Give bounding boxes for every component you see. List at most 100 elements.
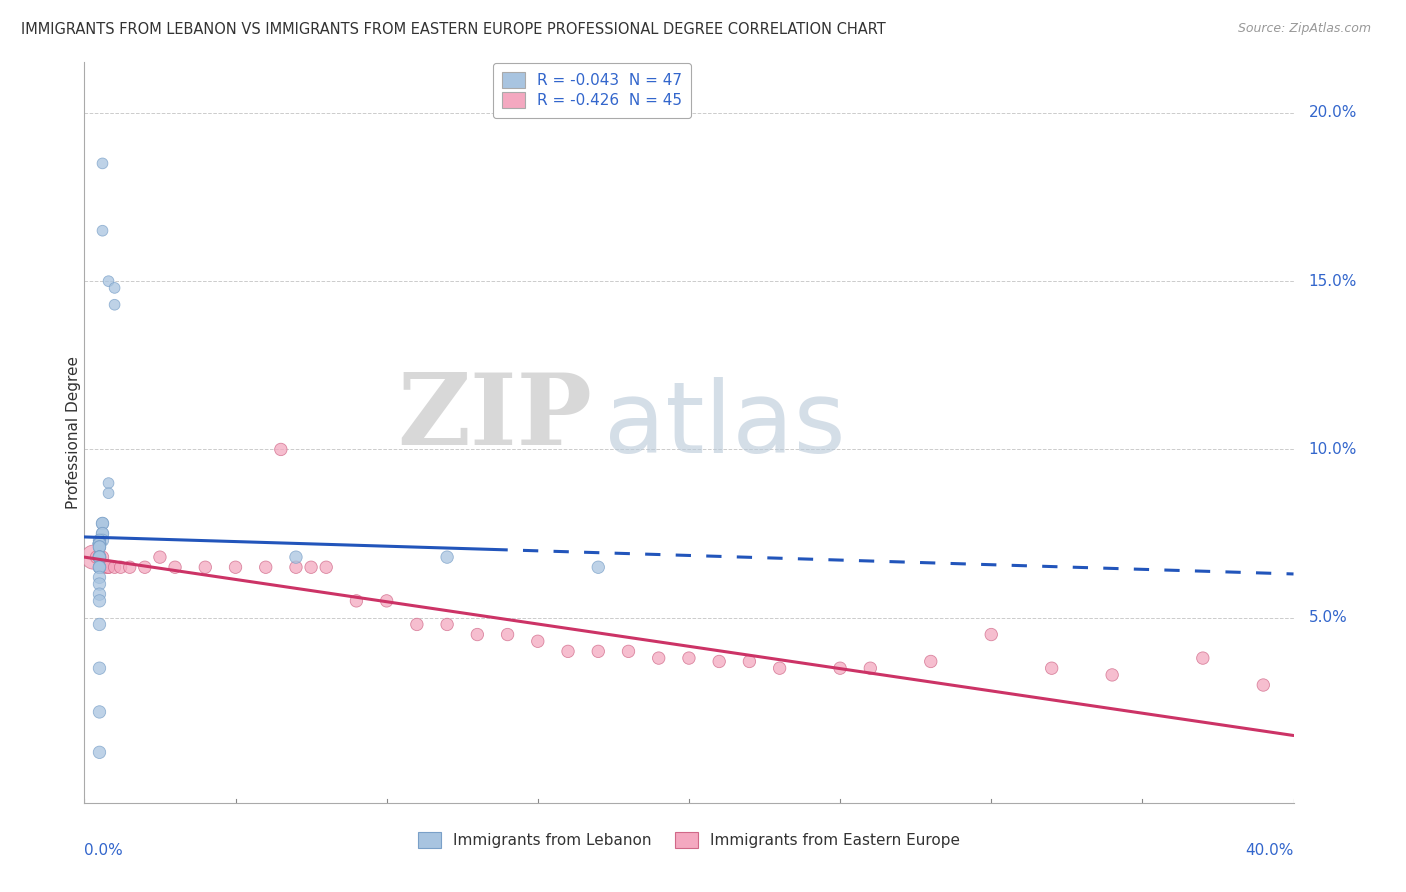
Point — [299, 560, 322, 574]
Text: 5.0%: 5.0% — [1309, 610, 1347, 625]
Point — [89, 536, 111, 550]
Point — [89, 560, 111, 574]
Point — [557, 644, 579, 658]
Point — [97, 560, 120, 574]
Point — [89, 536, 111, 550]
Point — [1101, 668, 1123, 682]
Point — [89, 705, 111, 719]
Point — [89, 550, 111, 565]
Y-axis label: Professional Degree: Professional Degree — [66, 356, 80, 509]
Point — [104, 281, 127, 295]
Text: atlas: atlas — [605, 376, 846, 474]
Text: 10.0%: 10.0% — [1309, 442, 1357, 457]
Point — [254, 560, 277, 574]
Point — [134, 560, 156, 574]
Point — [91, 516, 114, 531]
Point — [1192, 651, 1215, 665]
Point — [1253, 678, 1275, 692]
Point — [375, 594, 398, 608]
Text: IMMIGRANTS FROM LEBANON VS IMMIGRANTS FROM EASTERN EUROPE PROFESSIONAL DEGREE CO: IMMIGRANTS FROM LEBANON VS IMMIGRANTS FR… — [21, 22, 886, 37]
Point — [89, 550, 111, 565]
Point — [165, 560, 187, 574]
Point — [89, 540, 111, 554]
Point — [89, 550, 111, 565]
Point — [91, 533, 114, 548]
Point — [406, 617, 429, 632]
Point — [91, 550, 114, 565]
Point — [89, 540, 111, 554]
Point — [527, 634, 550, 648]
Point — [110, 560, 132, 574]
Point — [436, 550, 458, 565]
Point — [89, 560, 111, 574]
Point — [97, 560, 120, 574]
Text: ZIP: ZIP — [398, 369, 592, 467]
Point — [104, 298, 127, 312]
Point — [496, 627, 519, 641]
Point — [830, 661, 852, 675]
Point — [89, 540, 111, 554]
Point — [97, 274, 120, 288]
Point — [89, 594, 111, 608]
Point — [118, 560, 141, 574]
Point — [89, 536, 111, 550]
Text: 20.0%: 20.0% — [1309, 105, 1357, 120]
Point — [89, 536, 111, 550]
Point — [97, 476, 120, 491]
Point — [89, 745, 111, 759]
Point — [149, 550, 172, 565]
Point — [270, 442, 292, 457]
Point — [1040, 661, 1063, 675]
Point — [467, 627, 489, 641]
Text: 0.0%: 0.0% — [84, 843, 124, 858]
Point — [91, 516, 114, 531]
Point — [89, 536, 111, 550]
Text: 15.0%: 15.0% — [1309, 274, 1357, 289]
Point — [94, 560, 117, 574]
Point — [225, 560, 247, 574]
Point — [89, 536, 111, 550]
Point — [89, 533, 111, 548]
Point — [436, 617, 458, 632]
Text: 40.0%: 40.0% — [1246, 843, 1294, 858]
Point — [89, 560, 111, 574]
Point — [97, 486, 120, 500]
Point — [91, 224, 114, 238]
Point — [89, 550, 111, 565]
Point — [588, 560, 610, 574]
Point — [89, 536, 111, 550]
Point — [89, 550, 111, 565]
Point — [769, 661, 792, 675]
Point — [315, 560, 337, 574]
Point — [89, 550, 111, 565]
Point — [104, 560, 127, 574]
Point — [617, 644, 640, 658]
Point — [89, 661, 111, 675]
Point — [285, 560, 308, 574]
Point — [89, 570, 111, 584]
Point — [738, 655, 761, 669]
Point — [91, 560, 114, 574]
Point — [346, 594, 368, 608]
Point — [709, 655, 731, 669]
Point — [89, 617, 111, 632]
Point — [588, 644, 610, 658]
Point — [82, 550, 104, 565]
Point — [89, 536, 111, 550]
Point — [678, 651, 700, 665]
Legend: Immigrants from Lebanon, Immigrants from Eastern Europe: Immigrants from Lebanon, Immigrants from… — [412, 826, 966, 855]
Point — [89, 587, 111, 601]
Point — [89, 536, 111, 550]
Point — [91, 526, 114, 541]
Point — [89, 577, 111, 591]
Point — [859, 661, 882, 675]
Point — [89, 550, 111, 565]
Point — [89, 550, 111, 565]
Point — [648, 651, 671, 665]
Point — [920, 655, 942, 669]
Text: Source: ZipAtlas.com: Source: ZipAtlas.com — [1237, 22, 1371, 36]
Point — [194, 560, 217, 574]
Point — [91, 156, 114, 170]
Point — [285, 550, 308, 565]
Point — [89, 560, 111, 574]
